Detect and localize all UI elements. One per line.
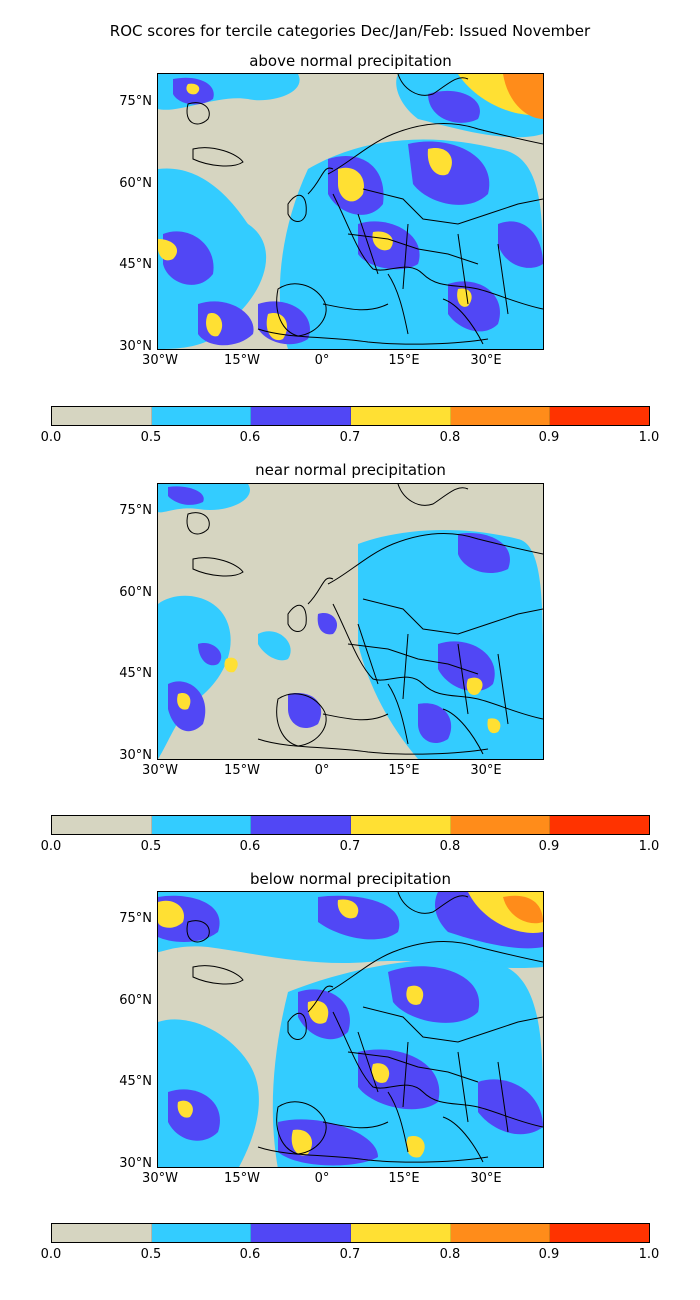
lon-label-30w: 30°W [142, 763, 178, 778]
colorbar-3 [51, 1223, 650, 1243]
lon-label-30e: 30°E [470, 1171, 502, 1186]
lat-label-30n: 30°N [119, 748, 152, 763]
cbar-tick-0: 0.0 [40, 430, 62, 445]
colorbar-seg-5 [550, 816, 650, 834]
colorbar-seg-3 [351, 407, 451, 425]
colorbar-seg-0 [52, 816, 152, 834]
cbar-tick-3: 0.7 [339, 430, 361, 445]
map-below-normal [157, 891, 544, 1168]
colorbar-seg-4 [450, 407, 551, 425]
lon-label-30e: 30°E [470, 353, 502, 368]
cbar-tick-5: 0.9 [538, 839, 560, 854]
colorbar-1 [51, 406, 650, 426]
cbar-tick-2: 0.6 [239, 839, 261, 854]
cbar-tick-4: 0.8 [439, 839, 461, 854]
lon-label-30e: 30°E [470, 763, 502, 778]
colorbar-seg-1 [151, 407, 252, 425]
lon-label-15w: 15°W [224, 353, 260, 368]
cbar-tick-0: 0.0 [40, 839, 62, 854]
cbar-tick-6: 1.0 [638, 839, 660, 854]
score-contours [158, 484, 543, 759]
colorbar-seg-2 [251, 407, 352, 425]
lon-label-15w: 15°W [224, 763, 260, 778]
cbar-tick-1: 0.5 [140, 839, 162, 854]
cbar-tick-4: 0.8 [439, 1247, 461, 1262]
panel-title-above-normal: above normal precipitation [249, 52, 452, 70]
cbar-tick-5: 0.9 [538, 430, 560, 445]
colorbar-seg-3 [351, 1224, 451, 1242]
score-contours [158, 74, 543, 349]
colorbar-seg-5 [550, 1224, 650, 1242]
coastlines [186, 74, 543, 345]
colorbar-2 [51, 815, 650, 835]
cbar-tick-1: 0.5 [140, 1247, 162, 1262]
colorbar-seg-0 [52, 407, 152, 425]
cbar-tick-3: 0.7 [339, 1247, 361, 1262]
cbar-tick-5: 0.9 [538, 1247, 560, 1262]
colorbar-seg-0 [52, 1224, 152, 1242]
lat-label-75n: 75°N [119, 911, 152, 926]
lon-label-30w: 30°W [142, 1171, 178, 1186]
lat-label-45n: 45°N [119, 1074, 152, 1089]
lon-label-0: 0° [314, 353, 330, 368]
cbar-tick-2: 0.6 [239, 1247, 261, 1262]
lat-label-30n: 30°N [119, 339, 152, 354]
lat-label-60n: 60°N [119, 993, 152, 1008]
map-above-normal [157, 73, 544, 350]
colorbar-seg-4 [450, 816, 551, 834]
cbar-tick-3: 0.7 [339, 839, 361, 854]
coastlines [186, 484, 543, 755]
lat-label-75n: 75°N [119, 94, 152, 109]
cbar-tick-4: 0.8 [439, 430, 461, 445]
lon-label-15e: 15°E [388, 353, 420, 368]
lat-label-45n: 45°N [119, 666, 152, 681]
cbar-tick-0: 0.0 [40, 1247, 62, 1262]
lat-label-60n: 60°N [119, 176, 152, 191]
colorbar-seg-1 [151, 816, 252, 834]
cbar-tick-6: 1.0 [638, 1247, 660, 1262]
map-near-normal [157, 483, 544, 760]
panel-title-below-normal: below normal precipitation [250, 870, 451, 888]
colorbar-seg-2 [251, 1224, 352, 1242]
cbar-tick-6: 1.0 [638, 430, 660, 445]
colorbar-seg-3 [351, 816, 451, 834]
lon-label-15e: 15°E [388, 1171, 420, 1186]
colorbar-seg-4 [450, 1224, 551, 1242]
colorbar-seg-2 [251, 816, 352, 834]
lat-label-45n: 45°N [119, 257, 152, 272]
coastlines [186, 892, 543, 1163]
colorbar-seg-1 [151, 1224, 252, 1242]
cbar-tick-1: 0.5 [140, 430, 162, 445]
figure-suptitle: ROC scores for tercile categories Dec/Ja… [109, 22, 591, 40]
lon-label-0: 0° [314, 763, 330, 778]
lat-label-60n: 60°N [119, 585, 152, 600]
colorbar-seg-5 [550, 407, 650, 425]
lat-label-75n: 75°N [119, 503, 152, 518]
lon-label-15w: 15°W [224, 1171, 260, 1186]
lon-label-30w: 30°W [142, 353, 178, 368]
lon-label-0: 0° [314, 1171, 330, 1186]
lon-label-15e: 15°E [388, 763, 420, 778]
cbar-tick-2: 0.6 [239, 430, 261, 445]
panel-title-near-normal: near normal precipitation [255, 461, 446, 479]
lat-label-30n: 30°N [119, 1156, 152, 1171]
